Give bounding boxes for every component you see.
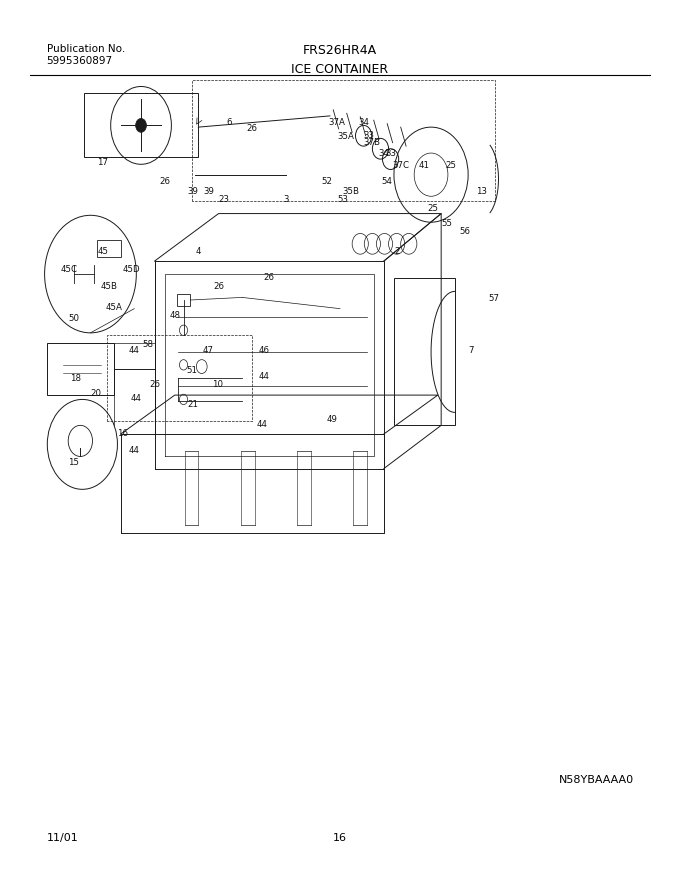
Text: 11/01: 11/01 (47, 832, 78, 842)
Text: 34: 34 (358, 117, 369, 126)
Text: 13: 13 (476, 187, 487, 196)
Text: 26: 26 (213, 282, 224, 290)
Text: 45D: 45D (122, 264, 139, 273)
Text: 46: 46 (259, 345, 270, 355)
Text: 49: 49 (326, 415, 337, 423)
Text: 52: 52 (321, 177, 332, 186)
Text: 35A: 35A (337, 132, 354, 141)
Text: 7: 7 (469, 345, 474, 355)
Text: 57: 57 (488, 294, 499, 302)
Text: 5995360897: 5995360897 (47, 56, 113, 66)
Text: 53: 53 (338, 195, 349, 203)
Text: 54: 54 (381, 177, 393, 186)
Text: 51: 51 (186, 365, 197, 375)
Text: 44: 44 (257, 420, 268, 428)
Text: 44: 44 (129, 446, 140, 454)
Text: 26: 26 (247, 123, 258, 132)
Text: 18: 18 (70, 374, 81, 383)
Text: 35B: 35B (342, 187, 359, 196)
Text: 25: 25 (428, 204, 439, 213)
Text: 4: 4 (196, 247, 201, 256)
Text: 21: 21 (188, 400, 199, 408)
Text: 17: 17 (97, 158, 108, 167)
Text: FRS26HR4A: FRS26HR4A (303, 44, 377, 57)
Text: 26: 26 (149, 380, 160, 389)
Text: 16: 16 (118, 428, 129, 437)
Text: 2: 2 (394, 247, 400, 256)
Circle shape (180, 361, 188, 370)
Text: 16: 16 (333, 832, 347, 842)
Text: 37C: 37C (392, 161, 409, 169)
Text: 44: 44 (259, 371, 270, 381)
Text: Publication No.: Publication No. (47, 44, 125, 54)
Text: 33: 33 (364, 130, 375, 139)
Text: 39: 39 (188, 187, 199, 196)
Text: 41: 41 (419, 161, 430, 169)
Text: 37B: 37B (364, 138, 381, 147)
Text: 45B: 45B (101, 282, 118, 290)
Text: 58: 58 (142, 339, 153, 348)
Text: 10: 10 (211, 380, 223, 389)
Text: 15: 15 (68, 458, 79, 467)
Circle shape (180, 395, 188, 405)
Text: 33: 33 (386, 149, 396, 157)
Text: 26: 26 (159, 177, 170, 186)
Circle shape (135, 119, 146, 133)
Circle shape (180, 326, 188, 336)
Text: 37A: 37A (328, 117, 345, 126)
Text: N58YBAAAA0: N58YBAAAA0 (559, 774, 634, 784)
Text: 39: 39 (203, 187, 214, 196)
Text: 56: 56 (459, 227, 471, 236)
Text: 23: 23 (218, 195, 229, 203)
Text: 3: 3 (284, 195, 289, 203)
Text: 20: 20 (90, 388, 101, 397)
Text: 48: 48 (169, 311, 180, 320)
Text: 44: 44 (131, 394, 142, 402)
Text: 34: 34 (378, 149, 390, 157)
Text: 45A: 45A (105, 302, 122, 311)
Text: 45: 45 (97, 247, 108, 256)
Text: 50: 50 (68, 314, 79, 322)
Text: 47: 47 (203, 345, 214, 355)
Text: ICE CONTAINER: ICE CONTAINER (292, 63, 388, 76)
Text: 55: 55 (441, 218, 452, 228)
Text: 45C: 45C (61, 264, 78, 273)
Text: 44: 44 (129, 345, 140, 355)
Text: 6: 6 (226, 117, 231, 126)
Text: 26: 26 (264, 273, 275, 282)
Text: 25: 25 (446, 161, 457, 169)
